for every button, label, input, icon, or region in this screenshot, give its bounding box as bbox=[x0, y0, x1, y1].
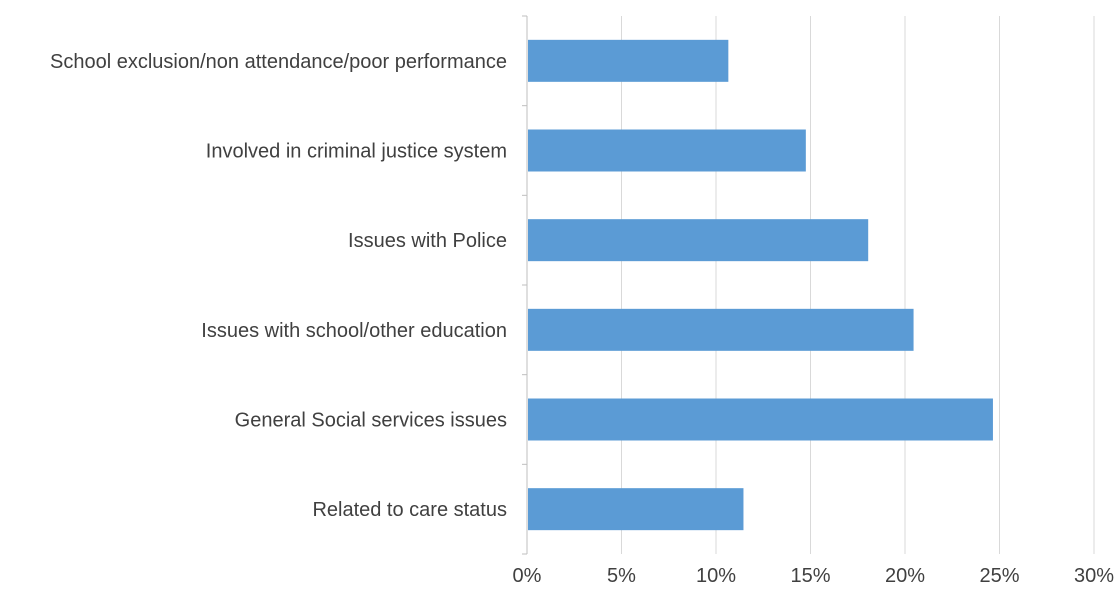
bar bbox=[528, 488, 744, 531]
category-label: Issues with school/other education bbox=[201, 320, 507, 342]
x-tick-label: 20% bbox=[885, 565, 925, 587]
category-label: Related to care status bbox=[312, 499, 507, 521]
x-tick-label: 0% bbox=[513, 565, 542, 587]
bar bbox=[528, 39, 729, 82]
category-label: General Social services issues bbox=[235, 410, 507, 432]
bar bbox=[528, 308, 914, 351]
gridlines bbox=[621, 16, 1095, 554]
bars bbox=[528, 39, 993, 531]
x-tick-label: 25% bbox=[979, 565, 1019, 587]
bar bbox=[528, 398, 993, 441]
category-labels: School exclusion/non attendance/poor per… bbox=[50, 51, 507, 521]
category-label: School exclusion/non attendance/poor per… bbox=[50, 51, 507, 73]
x-tick-label: 15% bbox=[790, 565, 830, 587]
category-label: Involved in criminal justice system bbox=[206, 141, 507, 163]
x-tick-label: 10% bbox=[696, 565, 736, 587]
x-tick-label: 5% bbox=[607, 565, 636, 587]
bar bbox=[528, 129, 806, 172]
bar bbox=[528, 219, 869, 262]
category-label: Issues with Police bbox=[348, 230, 507, 252]
x-tick-label: 30% bbox=[1074, 565, 1114, 587]
y-axis bbox=[522, 15, 528, 555]
x-tick-labels: 0% 5% 10% 15% 20% 25% 30% bbox=[513, 565, 1115, 587]
